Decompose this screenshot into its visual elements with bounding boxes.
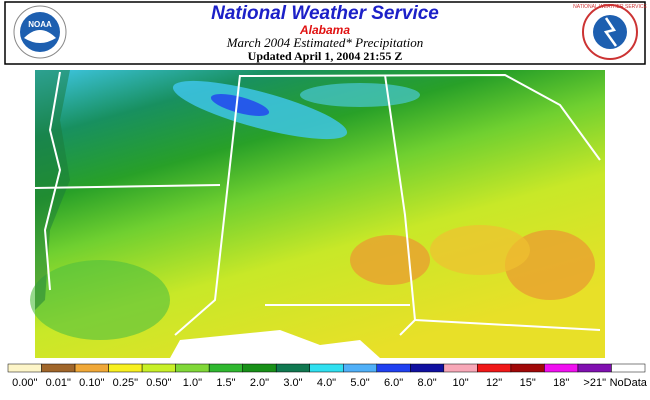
legend-swatch [108,363,143,373]
legend-swatch [443,363,478,373]
legend-swatch [41,363,76,373]
header-box [4,1,646,65]
legend-swatch [410,363,445,373]
legend-label: 5.0" [350,377,369,389]
legend-swatch [208,363,243,373]
legend-label: NoData [610,377,648,389]
product: March 2004 Estimated* Precipitation [226,35,424,50]
nws-logo: NATIONAL WEATHER SERVICE [573,4,648,60]
legend: 0.00" 0.01" 0.10" 0.25" 0.50" 1.0" 1.5" 2.0" 3.0… [7,363,648,389]
noaa-text: NOAA [28,20,52,29]
legend-label: 1.0" [183,377,202,389]
legend-swatch [141,363,176,373]
legend-swatch [376,363,411,373]
legend-swatch [242,363,277,373]
legend-label: 0.25" [113,377,138,389]
legend-label: 18" [553,377,569,389]
legend-swatch [275,363,310,373]
legend-swatch [577,363,612,373]
legend-label: >21" [583,377,606,389]
legend-swatch [477,363,512,373]
legend-label: 8.0" [417,377,436,389]
legend-swatch [175,363,210,373]
legend-label: 12" [486,377,502,389]
region: Alabama [299,23,350,37]
legend-label: 10" [453,377,469,389]
updated: Updated April 1, 2004 21:55 Z [248,49,403,63]
legend-label: 6.0" [384,377,403,389]
legend-label: 0.01" [46,377,71,389]
legend-label: 1.5" [216,377,235,389]
title: National Weather Service [211,3,439,24]
precip-map [30,70,605,358]
noaa-logo: NOAA [13,5,67,59]
legend-label: 2.0" [250,377,269,389]
legend-swatch [74,363,109,373]
legend-swatch [309,363,344,373]
legend-label: 4.0" [317,377,336,389]
legend-swatch [544,363,579,373]
legend-label: 15" [520,377,536,389]
legend-swatch [510,363,545,373]
legend-label: 0.00" [12,377,37,389]
legend-swatch [611,363,646,373]
legend-swatch [7,363,42,373]
legend-label: 3.0" [283,377,302,389]
legend-label: 0.10" [79,377,104,389]
nws-text: NATIONAL WEATHER SERVICE [573,4,647,10]
legend-label: 0.50" [146,377,171,389]
legend-swatch [343,363,378,373]
